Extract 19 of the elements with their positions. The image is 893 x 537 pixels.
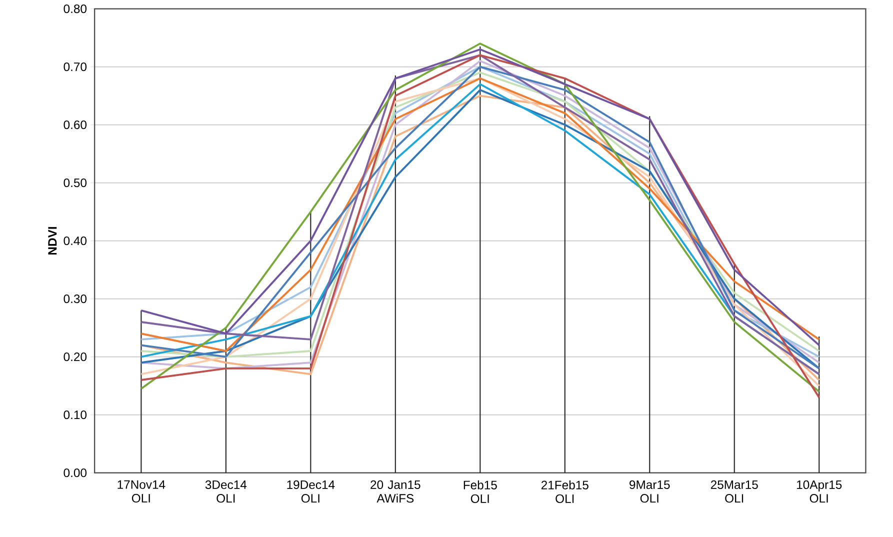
x-tick-label: 9Mar15 OLI [630,480,670,503]
x-tick-label: 20 Jan15 AWiFS [370,480,420,503]
x-tick-label: 17Nov14 OLI [118,480,166,502]
y-tick-label: 0.00 [64,468,87,478]
x-tick-label: 19Dec14 OLI [287,480,335,503]
y-tick-label: 0.60 [64,120,87,130]
y-tick-label: 0.10 [64,410,87,420]
y-tick-label: 0.30 [64,294,87,304]
y-tick-label: 0.80 [64,4,87,14]
x-tick-label: Feb15 OLI [464,480,497,503]
x-tick-label: 21Feb15 OLI [541,480,588,503]
y-tick-label: 0.50 [64,178,87,188]
x-tick-label: 25Mar15 OLI [710,480,758,503]
y-tick-label: 0.20 [64,352,87,362]
y-axis-title: NDVI [48,226,57,254]
y-tick-label: 0.40 [64,236,87,246]
x-tick-label: 10Apr15 OLI [797,480,842,503]
y-tick-label: 0.70 [64,62,87,72]
x-tick-label: 3Dec14 OLI [205,480,247,503]
